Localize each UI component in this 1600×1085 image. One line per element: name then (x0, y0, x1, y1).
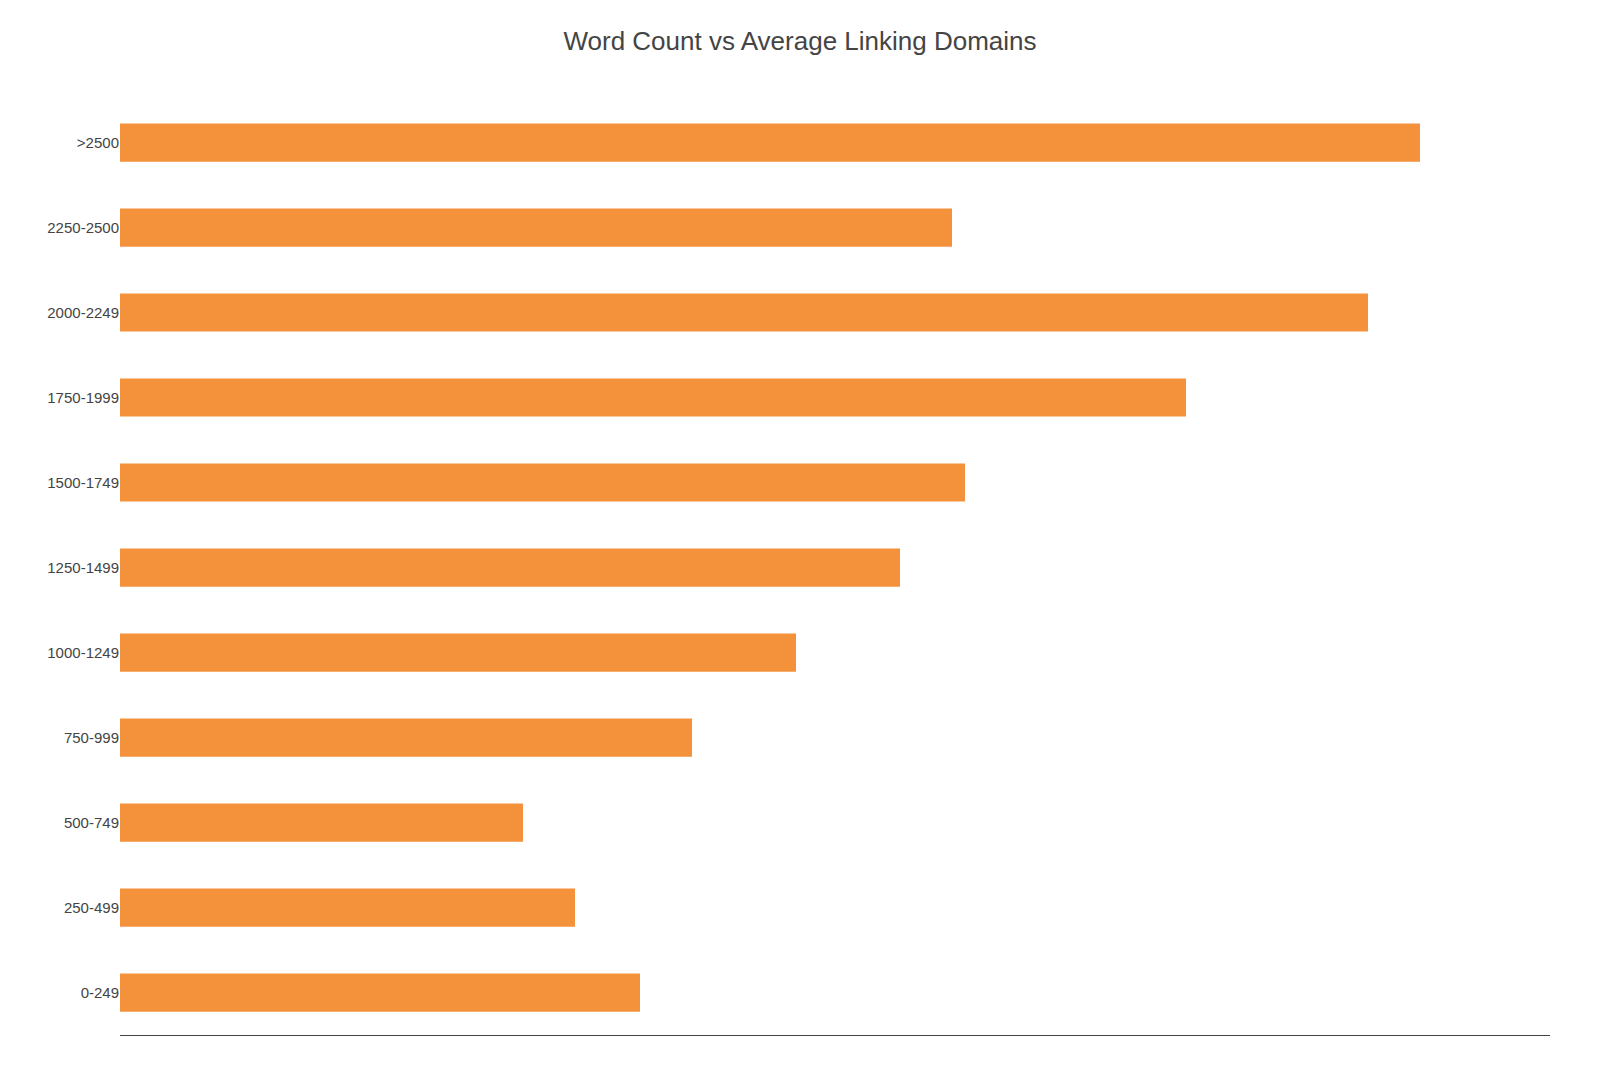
svg-text:2250-2500: 2250-2500 (47, 219, 119, 236)
svg-text:500-749: 500-749 (64, 814, 119, 831)
svg-text:250-499: 250-499 (64, 899, 119, 916)
svg-text:1500-1749: 1500-1749 (47, 474, 119, 491)
svg-text:1000-1249: 1000-1249 (47, 644, 119, 661)
svg-text:2000-2249: 2000-2249 (47, 304, 119, 321)
svg-text:750-999: 750-999 (64, 729, 119, 746)
svg-text:1750-1999: 1750-1999 (47, 389, 119, 406)
svg-text:1250-1499: 1250-1499 (47, 559, 119, 576)
svg-text:Word Count vs Average Linking: Word Count vs Average Linking Domains (563, 26, 1036, 56)
svg-text:>2500: >2500 (77, 134, 119, 151)
svg-text:0-249: 0-249 (81, 984, 119, 1001)
